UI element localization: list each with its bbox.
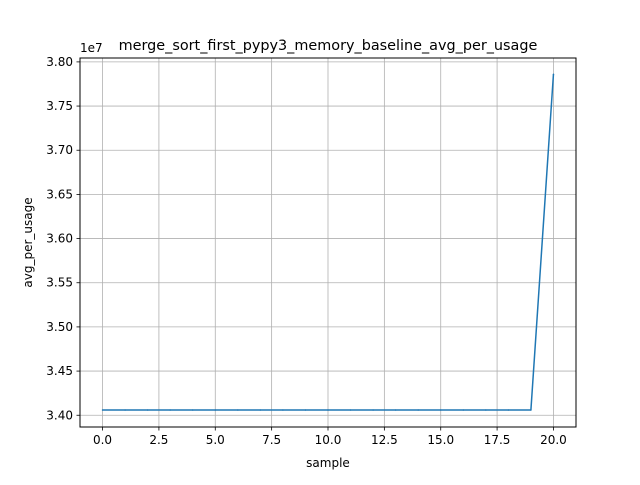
data-point xyxy=(462,409,465,411)
x-axis-ticks: 0.0 2.5 5.0 7.5 10.0 12.5 15.0 17.5 20.0 xyxy=(93,427,567,447)
data-point xyxy=(372,409,374,411)
data-point xyxy=(439,409,442,411)
data-point xyxy=(214,409,217,411)
y-tick-label: 3.60 xyxy=(46,232,73,246)
y-tick-label: 3.55 xyxy=(46,276,73,290)
x-axis-label: sample xyxy=(306,456,350,470)
y-axis-label: avg_per_usage xyxy=(21,197,35,287)
data-point xyxy=(169,409,171,411)
data-point xyxy=(507,409,510,411)
x-tick-label: 10.0 xyxy=(315,433,342,447)
data-point xyxy=(394,409,397,411)
data-point xyxy=(124,409,126,411)
data-point xyxy=(552,73,555,76)
y-tick-label: 3.50 xyxy=(46,320,73,334)
data-point xyxy=(485,409,487,411)
chart-title: merge_sort_first_pypy3_memory_baseline_a… xyxy=(119,38,538,54)
data-point xyxy=(530,409,532,411)
y-tick-label: 3.65 xyxy=(46,187,73,201)
data-point xyxy=(191,409,194,411)
x-tick-label: 12.5 xyxy=(371,433,398,447)
data-point xyxy=(417,409,419,411)
data-point xyxy=(101,409,104,411)
x-tick-label: 20.0 xyxy=(540,433,567,447)
y-tick-label: 3.45 xyxy=(46,364,73,378)
x-tick-label: 7.5 xyxy=(262,433,281,447)
y-tick-label: 3.70 xyxy=(46,143,73,157)
x-tick-label: 2.5 xyxy=(149,433,168,447)
y-tick-label: 3.80 xyxy=(46,55,73,69)
y-tick-label: 3.75 xyxy=(46,99,73,113)
x-tick-label: 15.0 xyxy=(427,433,454,447)
data-point xyxy=(146,409,149,411)
series-layer xyxy=(101,73,555,411)
y-tick-label: 3.40 xyxy=(46,408,73,422)
y-axis-ticks: 3.40 3.45 3.50 3.55 3.60 3.65 3.70 3.75 3.80 xyxy=(46,55,80,422)
x-tick-label: 0.0 xyxy=(93,433,112,447)
y-axis-offset-label: 1e7 xyxy=(80,41,103,55)
data-point xyxy=(349,409,352,411)
data-point xyxy=(237,409,239,411)
x-tick-label: 17.5 xyxy=(484,433,511,447)
data-point xyxy=(304,409,307,411)
data-point xyxy=(259,409,262,411)
data-point xyxy=(282,409,284,411)
data-point xyxy=(327,409,329,411)
x-tick-label: 5.0 xyxy=(206,433,225,447)
grid xyxy=(80,58,576,427)
